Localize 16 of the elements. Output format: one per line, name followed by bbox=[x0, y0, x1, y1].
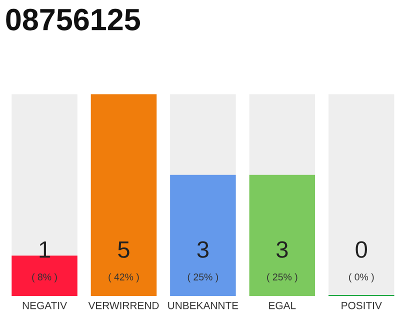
annotation: ( 0% ) bbox=[349, 273, 374, 282]
annotation: ( 42% ) bbox=[108, 273, 139, 282]
data-label: 3 bbox=[276, 241, 288, 258]
data-label: 3 bbox=[197, 241, 208, 258]
data-label: 1 bbox=[40, 241, 50, 258]
data-label: 0 bbox=[356, 241, 368, 258]
x-tick-label: EGAL bbox=[269, 302, 296, 310]
chart-title: 08756125 bbox=[6, 8, 140, 30]
annotation: ( 25% ) bbox=[188, 273, 218, 282]
annotation: ( 25% ) bbox=[267, 273, 298, 282]
data-label: 5 bbox=[118, 241, 130, 258]
annotation: ( 8% ) bbox=[32, 273, 57, 282]
x-tick-label: NEGATIV bbox=[22, 302, 67, 310]
x-tick-label: VERWIRREND bbox=[88, 302, 159, 310]
x-tick-label: UNBEKANNTE bbox=[168, 302, 238, 310]
x-tick-label: POSITIV bbox=[342, 302, 382, 310]
